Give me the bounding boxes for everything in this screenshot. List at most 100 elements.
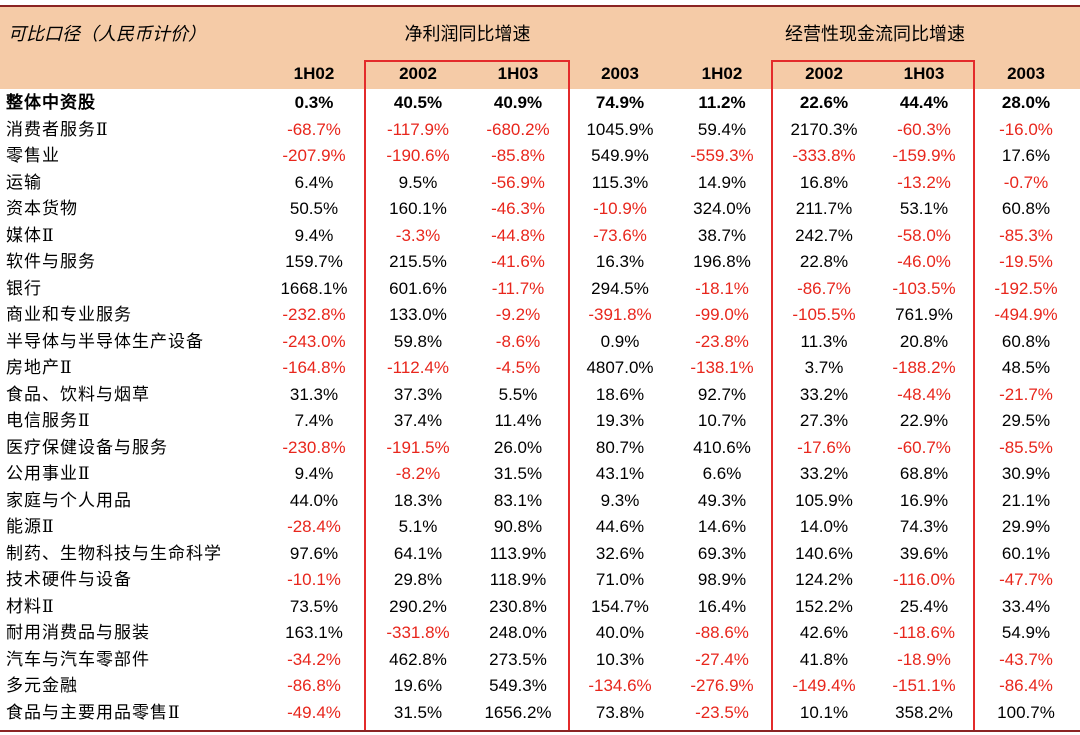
highlight-box-cashflow: [771, 60, 975, 732]
table-cell: 44.6%: [595, 517, 645, 536]
table-cell: 71.0%: [595, 570, 645, 589]
table-cell: 16.8%: [799, 172, 849, 192]
table-cell: 73.8%: [595, 702, 645, 722]
table-cell: 44.4%: [899, 93, 949, 112]
table-cell: -47.7%: [999, 570, 1053, 589]
table-cell: -207.9%: [282, 146, 346, 165]
table-cell: -11.7%: [491, 278, 545, 298]
table-cell: -23.8%: [695, 331, 749, 351]
table-cell: 92.7%: [697, 384, 747, 404]
table-cell: 11.2%: [698, 93, 746, 112]
table-cell: 2170.3%: [790, 119, 858, 139]
row-label: 耐用消费品与服装: [6, 623, 150, 643]
table-cell: -56.9%: [491, 172, 545, 192]
table-cell: 9.3%: [600, 490, 640, 510]
table-cell: 16.4%: [697, 596, 747, 616]
table-cell: -34.2%: [287, 649, 341, 669]
table-cell: 33.2%: [799, 384, 849, 404]
table-cell: -9.2%: [495, 305, 541, 324]
table-cell: 154.7%: [591, 596, 649, 616]
row-label: 运输: [6, 172, 42, 193]
table-cell: 39.6%: [899, 543, 949, 563]
row-label: 电信服务Ⅱ: [6, 411, 91, 431]
table-cell: 7.4%: [294, 411, 334, 430]
table-cell: 37.3%: [393, 384, 443, 404]
table-cell: -494.9%: [994, 305, 1058, 324]
table-cell: -117.9%: [386, 119, 450, 139]
row-label: 能源Ⅱ: [6, 517, 55, 537]
table-cell: -138.1%: [690, 358, 754, 377]
table-cell: 11.3%: [800, 331, 848, 351]
table-cell: -60.3%: [897, 119, 951, 139]
table-cell: 37.4%: [393, 411, 443, 430]
table-cell: 31.3%: [289, 384, 339, 404]
table-cell: 215.5%: [389, 252, 447, 271]
table-cell: 60.1%: [1001, 543, 1051, 563]
table-cell: 230.8%: [489, 596, 547, 616]
table-cell: 1668.1%: [280, 278, 348, 298]
table-cell: -164.8%: [282, 358, 346, 377]
table-cell: -3.3%: [395, 225, 441, 245]
table-cell: 16.3%: [595, 252, 645, 271]
table-cell: -105.5%: [792, 305, 856, 324]
table-cell: -28.4%: [287, 517, 341, 536]
table-cell: 6.6%: [702, 464, 742, 483]
table-cell: 10.7%: [697, 411, 747, 430]
column-header-1: 1H02: [293, 64, 335, 83]
table-cell: -21.7%: [999, 384, 1053, 404]
table-cell: -680.2%: [486, 119, 550, 139]
table-cell: 133.0%: [389, 305, 447, 324]
table-cell: -68.7%: [287, 119, 341, 139]
table-cell: 53.1%: [899, 199, 949, 218]
table-cell: 248.0%: [489, 623, 547, 642]
row-label: 食品、饮料与烟草: [6, 384, 150, 405]
table-cell: 160.1%: [389, 199, 447, 218]
table-cell: 60.8%: [1001, 199, 1051, 218]
table-cell: -276.9%: [690, 676, 754, 695]
table-cell: 19.6%: [393, 676, 443, 695]
top-rule: [0, 5, 1080, 7]
row-label: 商业和专业服务: [6, 305, 132, 325]
table-cell: 32.6%: [595, 543, 645, 563]
table-cell: 124.2%: [795, 570, 853, 589]
bottom-rule: [0, 730, 1080, 732]
row-label: 整体中资股: [6, 93, 96, 113]
table-cell: 140.6%: [795, 543, 853, 563]
table-cell: 0.3%: [294, 93, 334, 112]
table-cell: 115.3%: [591, 172, 649, 192]
table-cell: 33.4%: [1001, 596, 1051, 616]
table-cell: -85.5%: [999, 437, 1053, 457]
table-cell: 358.2%: [895, 702, 953, 722]
section-title-net-profit: 净利润同比增速: [404, 24, 531, 45]
table-cell: 549.9%: [591, 146, 649, 165]
table-cell: 59.4%: [697, 119, 747, 139]
row-label: 家庭与个人用品: [6, 490, 132, 511]
table-cell: 410.6%: [693, 437, 751, 457]
table-cell: 9.4%: [294, 225, 334, 245]
column-header-4: 2003: [601, 64, 639, 83]
table-cell: -73.6%: [593, 225, 647, 245]
table-cell: -16.0%: [999, 119, 1053, 139]
table-cell: -48.4%: [897, 384, 951, 404]
table-cell: 30.9%: [1001, 464, 1051, 483]
table-cell: -4.5%: [495, 358, 541, 377]
row-label: 资本货物: [6, 199, 78, 219]
table-cell: 22.9%: [899, 411, 949, 430]
table-cell: -331.8%: [386, 623, 450, 642]
table-cell: 0.9%: [600, 331, 640, 351]
table-cell: 31.5%: [393, 702, 443, 722]
table-cell: -60.7%: [897, 437, 951, 457]
table-cell: 74.3%: [899, 517, 949, 536]
table-cell: 83.1%: [493, 490, 543, 510]
table-cell: -27.4%: [695, 649, 749, 669]
column-header-5: 1H02: [701, 64, 743, 83]
row-label: 消费者服务Ⅱ: [6, 119, 109, 140]
table-cell: 159.7%: [285, 252, 343, 271]
row-label: 软件与服务: [6, 252, 96, 272]
table-cell: 28.0%: [1001, 93, 1051, 112]
table-cell: -58.0%: [897, 225, 951, 245]
table-cell: 14.6%: [697, 517, 747, 536]
table-cell: -99.0%: [695, 305, 749, 324]
table-cell: 152.2%: [795, 596, 853, 616]
